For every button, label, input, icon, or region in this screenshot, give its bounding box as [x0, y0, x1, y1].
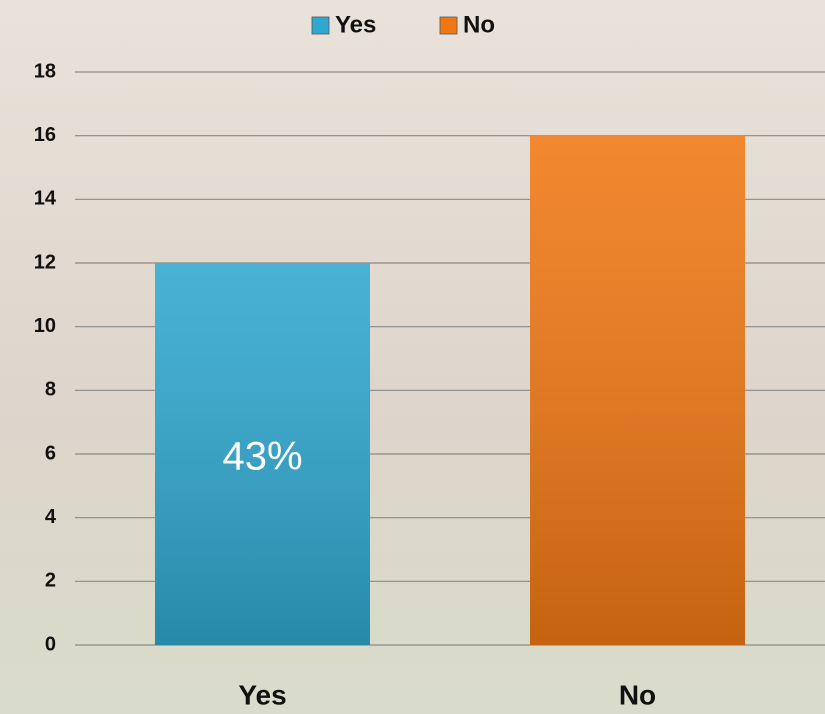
y-tick-label: 14: [34, 188, 57, 210]
y-tick-label: 2: [45, 570, 56, 592]
legend-swatch: [311, 16, 330, 35]
y-tick-label: 4: [45, 506, 57, 528]
annotation: 43%: [222, 435, 302, 479]
x-tick-label: No: [619, 679, 656, 710]
legend-label: No: [463, 11, 495, 38]
bar-shade: [155, 263, 370, 645]
y-tick-label: 6: [45, 442, 56, 464]
x-tick-label: Yes: [238, 679, 286, 710]
bar-shade: [530, 135, 745, 645]
legend-swatch: [439, 16, 458, 35]
y-tick-label: 18: [34, 60, 56, 82]
y-tick-label: 10: [34, 315, 56, 337]
y-tick-label: 8: [45, 379, 56, 401]
legend-label: Yes: [335, 11, 376, 38]
y-tick-label: 16: [34, 124, 56, 146]
y-tick-label: 0: [45, 633, 56, 655]
y-tick-label: 12: [34, 251, 56, 273]
